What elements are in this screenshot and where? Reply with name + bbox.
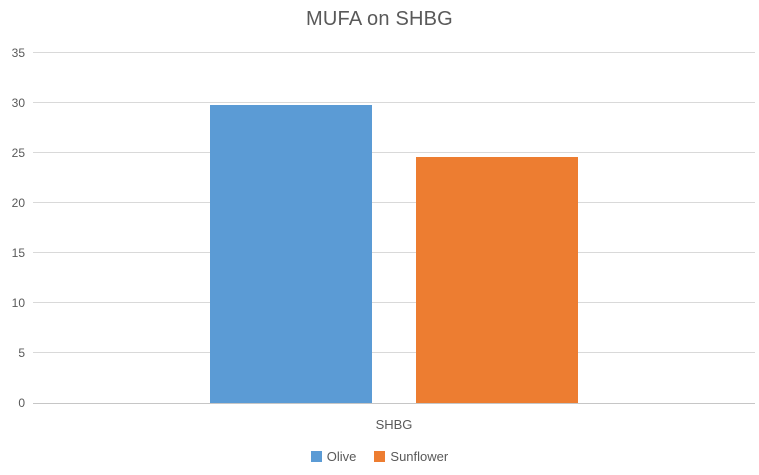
- bar-olive[interactable]: [210, 105, 372, 403]
- y-axis-tick-label-0: 0: [18, 396, 25, 410]
- y-axis-tick-label-10: 10: [11, 296, 25, 310]
- gridline-y-15: [33, 252, 755, 253]
- plot-area: [33, 52, 755, 404]
- y-axis-tick-label-20: 20: [11, 196, 25, 210]
- legend-item-olive[interactable]: Olive: [310, 449, 357, 464]
- gridline-y-25: [33, 152, 755, 153]
- gridline-y-20: [33, 202, 755, 203]
- y-axis-tick-label-25: 25: [11, 146, 25, 160]
- y-axis-tick-label-15: 15: [11, 246, 25, 260]
- chart-title[interactable]: MUFA on SHBG: [306, 8, 453, 30]
- x-axis-category-label: SHBG: [375, 417, 413, 432]
- gridline-y-10: [33, 302, 755, 303]
- gridline-y-35: [33, 52, 755, 53]
- gridline-y-5: [33, 352, 755, 353]
- gridline-y-30: [33, 102, 755, 103]
- legend: Olive Sunflower: [0, 449, 759, 464]
- legend-item-sunflower[interactable]: Sunflower: [374, 449, 448, 464]
- legend-label-sunflower: Sunflower: [390, 449, 449, 464]
- y-axis-tick-label-30: 30: [11, 96, 25, 110]
- legend-label-olive: Olive: [326, 449, 357, 464]
- legend-swatch-olive: [310, 451, 322, 462]
- bar-sunflower[interactable]: [416, 157, 578, 403]
- legend-swatch-sunflower: [374, 451, 386, 462]
- y-axis-tick-label-5: 5: [18, 346, 25, 360]
- y-axis-tick-label-35: 35: [11, 46, 25, 60]
